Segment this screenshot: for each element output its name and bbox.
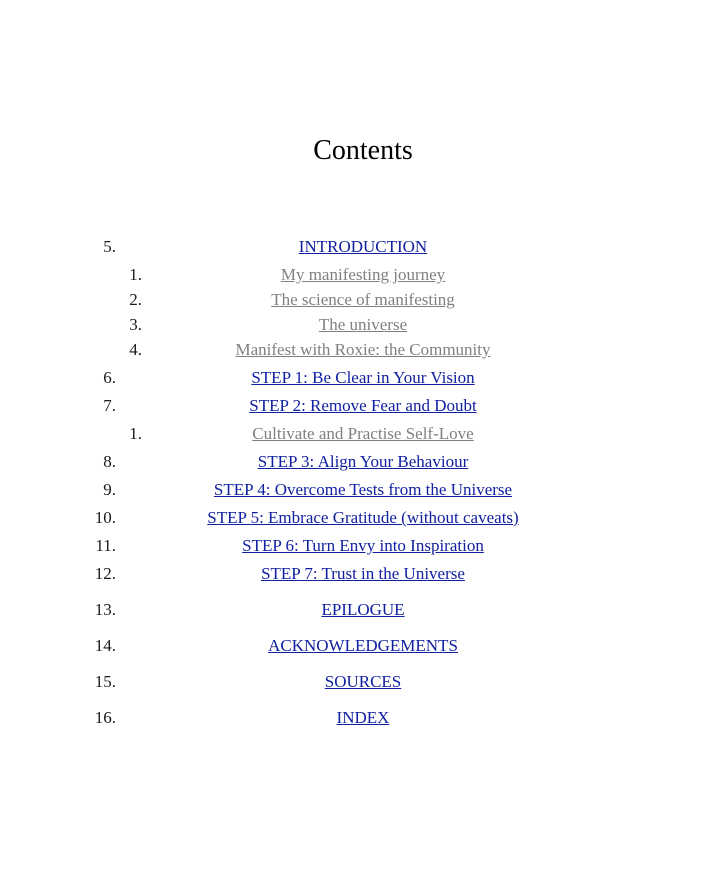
toc-entry-number: 11.: [60, 536, 116, 556]
toc-link[interactable]: The universe: [60, 315, 666, 335]
toc-link[interactable]: Manifest with Roxie: the Community: [60, 340, 666, 360]
toc-entry-number: 1.: [110, 265, 142, 285]
toc-entry-number: 16.: [60, 708, 116, 728]
toc-entry: 4.Manifest with Roxie: the Community: [60, 340, 666, 360]
toc-link[interactable]: STEP 3: Align Your Behaviour: [60, 452, 666, 472]
toc-entry-number: 15.: [60, 672, 116, 692]
toc-entry: 1.My manifesting journey: [60, 265, 666, 285]
toc-entry: 2.The science of manifesting: [60, 290, 666, 310]
toc-entry-number: 3.: [110, 315, 142, 335]
toc-link[interactable]: STEP 2: Remove Fear and Doubt: [60, 396, 666, 416]
toc-link[interactable]: SOURCES: [60, 672, 666, 692]
toc-link[interactable]: STEP 1: Be Clear in Your Vision: [60, 368, 666, 388]
toc-entry: 11.STEP 6: Turn Envy into Inspiration: [60, 536, 666, 556]
toc-entry: 6.STEP 1: Be Clear in Your Vision: [60, 368, 666, 388]
toc-entry: 12.STEP 7: Trust in the Universe: [60, 564, 666, 584]
toc-link[interactable]: ACKNOWLEDGEMENTS: [60, 636, 666, 656]
toc-link[interactable]: INDEX: [60, 708, 666, 728]
table-of-contents: 5.INTRODUCTION1.My manifesting journey2.…: [60, 237, 666, 728]
toc-entry: 8.STEP 3: Align Your Behaviour: [60, 452, 666, 472]
toc-entry-number: 1.: [110, 424, 142, 444]
toc-entry: 14.ACKNOWLEDGEMENTS: [60, 636, 666, 656]
toc-link[interactable]: My manifesting journey: [60, 265, 666, 285]
toc-entry-number: 13.: [60, 600, 116, 620]
toc-link[interactable]: STEP 5: Embrace Gratitude (without cavea…: [60, 508, 666, 528]
toc-link[interactable]: The science of manifesting: [60, 290, 666, 310]
toc-entry-number: 2.: [110, 290, 142, 310]
page: Contents 5.INTRODUCTION1.My manifesting …: [0, 0, 726, 884]
toc-entry: 1.Cultivate and Practise Self-Love: [60, 424, 666, 444]
toc-link[interactable]: STEP 7: Trust in the Universe: [60, 564, 666, 584]
toc-entry-number: 6.: [60, 368, 116, 388]
toc-entry-number: 9.: [60, 480, 116, 500]
contents-title: Contents: [60, 135, 666, 167]
toc-entry: 5.INTRODUCTION: [60, 237, 666, 257]
toc-link[interactable]: EPILOGUE: [60, 600, 666, 620]
toc-entry: 15.SOURCES: [60, 672, 666, 692]
toc-link[interactable]: INTRODUCTION: [60, 237, 666, 257]
toc-entry: 16.INDEX: [60, 708, 666, 728]
toc-entry-number: 8.: [60, 452, 116, 472]
toc-entry: 7.STEP 2: Remove Fear and Doubt: [60, 396, 666, 416]
toc-link[interactable]: STEP 4: Overcome Tests from the Universe: [60, 480, 666, 500]
toc-entry-number: 12.: [60, 564, 116, 584]
toc-link[interactable]: Cultivate and Practise Self-Love: [60, 424, 666, 444]
toc-entry: 13.EPILOGUE: [60, 600, 666, 620]
toc-entry-number: 5.: [60, 237, 116, 257]
toc-entry-number: 14.: [60, 636, 116, 656]
toc-entry: 9.STEP 4: Overcome Tests from the Univer…: [60, 480, 666, 500]
toc-link[interactable]: STEP 6: Turn Envy into Inspiration: [60, 536, 666, 556]
toc-entry: 3.The universe: [60, 315, 666, 335]
toc-entry: 10.STEP 5: Embrace Gratitude (without ca…: [60, 508, 666, 528]
toc-entry-number: 10.: [60, 508, 116, 528]
toc-entry-number: 4.: [110, 340, 142, 360]
toc-entry-number: 7.: [60, 396, 116, 416]
